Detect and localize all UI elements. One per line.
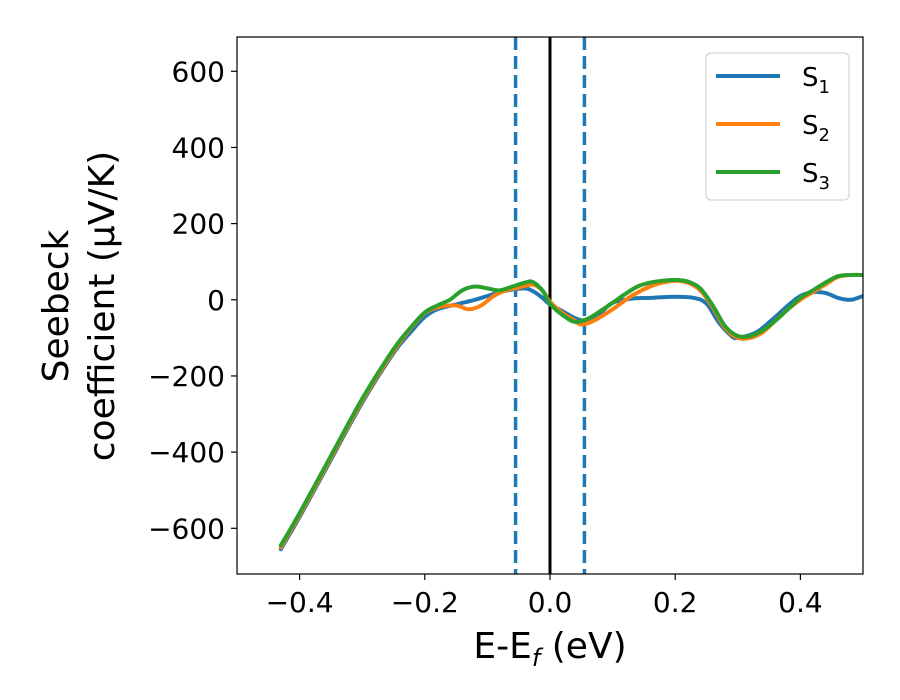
legend-label-3: S3 (802, 159, 830, 194)
x-axis: −0.4 −0.2 0.0 0.2 0.4 (266, 574, 823, 619)
legend-label-1: S1 (802, 63, 830, 98)
y-tick-label: −200 (148, 360, 225, 393)
x-tick-label: 0.0 (528, 586, 573, 619)
series-line-3 (278, 272, 863, 548)
y-axis-label-line1: Seebeck (36, 229, 77, 382)
x-tick-label: −0.4 (266, 586, 334, 619)
x-tick-label: −0.2 (391, 586, 459, 619)
y-axis: −600 −400 −200 0 200 400 600 (148, 55, 237, 545)
x-axis-label: E-Ef (eV) (473, 626, 626, 672)
y-tick-label: 0 (207, 284, 225, 317)
y-tick-label: 200 (172, 208, 225, 241)
legend-label-2: S2 (802, 111, 830, 146)
legend: S1 S2 S3 (705, 52, 850, 201)
y-tick-label: −600 (148, 512, 225, 545)
y-tick-label: 400 (172, 131, 225, 164)
y-axis-label-line2: coefficient (μV/K) (82, 151, 123, 461)
y-tick-label: 600 (172, 55, 225, 88)
x-tick-label: 0.2 (653, 586, 698, 619)
y-tick-label: −400 (148, 436, 225, 469)
legend-box (705, 52, 850, 201)
x-tick-label: 0.4 (778, 586, 823, 619)
series-group (278, 272, 863, 552)
